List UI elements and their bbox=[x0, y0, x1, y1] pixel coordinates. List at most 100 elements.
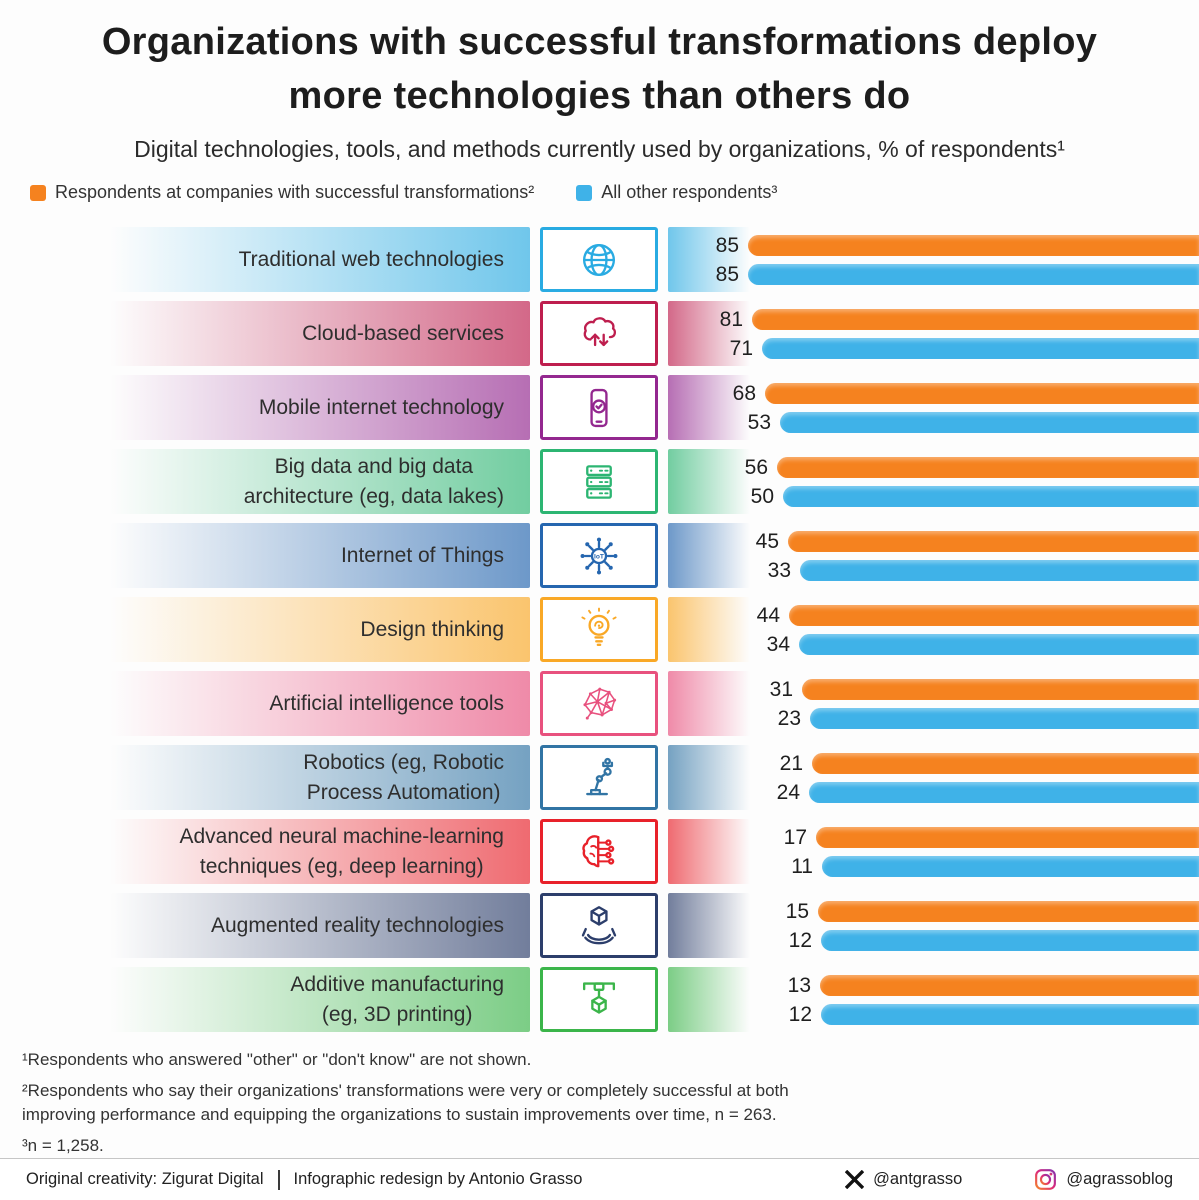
value-successful: 45 bbox=[755, 529, 779, 553]
bar-others bbox=[748, 263, 1199, 285]
bar-others bbox=[800, 559, 1199, 581]
chart-row: Advanced neural machine-learning techniq… bbox=[0, 819, 1199, 884]
x-logo-icon bbox=[845, 1170, 865, 1189]
globe-icon bbox=[574, 235, 624, 285]
value-successful: 44 bbox=[756, 603, 780, 627]
bar-line-others: 71 bbox=[730, 337, 1199, 359]
value-successful: 81 bbox=[719, 307, 743, 331]
bar-line-successful: 15 bbox=[786, 900, 1199, 922]
row-label-band: Robotics (eg, Robotic Process Automation… bbox=[110, 745, 530, 810]
instagram-account-link[interactable]: @agrassoblog bbox=[1034, 1168, 1173, 1191]
bar-successful bbox=[818, 900, 1199, 922]
chart-row: Additive manufacturing (eg, 3D printing)… bbox=[0, 967, 1199, 1032]
bar-line-successful: 31 bbox=[769, 677, 1199, 701]
row-icon-box bbox=[540, 597, 658, 662]
value-successful: 17 bbox=[783, 825, 807, 849]
bar-line-successful: 85 bbox=[716, 234, 1199, 256]
row-label: Augmented reality technologies bbox=[210, 913, 504, 937]
row-icon-box bbox=[540, 819, 658, 884]
chart-row: Artificial intelligence tools 31 23 bbox=[0, 671, 1199, 736]
footnote-3: ³n = 1,258. bbox=[22, 1136, 104, 1156]
x-account-link[interactable]: @antgrasso bbox=[845, 1170, 962, 1189]
bar-successful bbox=[765, 382, 1199, 404]
value-others: 33 bbox=[767, 558, 791, 582]
row-icon-box bbox=[540, 449, 658, 514]
row-label: Cloud-based services bbox=[302, 321, 504, 345]
page-subtitle: Digital technologies, tools, and methods… bbox=[134, 136, 1065, 162]
row-icon-box: IoT bbox=[540, 523, 658, 588]
value-successful: 31 bbox=[769, 677, 793, 701]
bar-others bbox=[809, 781, 1199, 803]
row-icon-box bbox=[540, 967, 658, 1032]
cloud-sync-icon bbox=[574, 309, 624, 359]
instagram-handle: @agrassoblog bbox=[1066, 1170, 1173, 1188]
iot-network-icon: IoT bbox=[574, 531, 624, 581]
row-label-band: Design thinking bbox=[110, 597, 530, 662]
svg-text:IoT: IoT bbox=[594, 553, 604, 560]
chart-row: Traditional web technologies 85 85 bbox=[0, 227, 1199, 292]
x-handle: @antgrasso bbox=[873, 1170, 963, 1188]
footnote-1: ¹Respondents who answered "other" or "do… bbox=[22, 1050, 532, 1069]
chart-row: Cloud-based services 81 71 bbox=[0, 301, 1199, 366]
row-label: Artificial intelligence tools bbox=[269, 691, 504, 715]
footer-divider bbox=[277, 1169, 280, 1190]
social-links: @antgrasso @agrassoblog bbox=[845, 1168, 1173, 1191]
footnotes: ¹Respondents who answered "other" or "do… bbox=[22, 1048, 1159, 1166]
row-color-fade bbox=[668, 227, 750, 292]
ar-cube-icon bbox=[574, 901, 624, 951]
legend-label-others: All other respondents³ bbox=[601, 182, 778, 202]
credit-original: Original creativity: Zigurat Digital bbox=[26, 1170, 264, 1188]
chart-row: Mobile internet technology 68 53 bbox=[0, 375, 1199, 440]
row-label-band: Internet of Things bbox=[110, 523, 530, 588]
row-label: Advanced neural machine-learning techniq… bbox=[179, 824, 504, 878]
row-label-band: Cloud-based services bbox=[110, 301, 530, 366]
printer-3d-icon bbox=[574, 975, 624, 1025]
row-label-band: Augmented reality technologies bbox=[110, 893, 530, 958]
bar-successful bbox=[752, 308, 1199, 330]
row-label-band: Artificial intelligence tools bbox=[110, 671, 530, 736]
row-label: Mobile internet technology bbox=[258, 395, 504, 419]
value-others: 23 bbox=[777, 706, 801, 730]
row-color-fade bbox=[668, 523, 750, 588]
idea-bulb-icon bbox=[574, 605, 624, 655]
bar-line-others: 33 bbox=[767, 558, 1199, 582]
row-bars: 21 24 bbox=[777, 752, 1199, 803]
value-successful: 68 bbox=[732, 381, 756, 405]
legend-swatch-successful bbox=[30, 184, 46, 201]
row-color-fade bbox=[668, 671, 750, 736]
value-others: 53 bbox=[747, 410, 771, 434]
row-label: Design thinking bbox=[360, 617, 504, 641]
row-color-fade bbox=[668, 819, 750, 884]
bar-successful bbox=[816, 826, 1199, 848]
bar-successful bbox=[802, 678, 1199, 700]
row-bars: 85 85 bbox=[716, 234, 1199, 285]
bar-line-successful: 68 bbox=[732, 381, 1199, 405]
row-bars: 45 33 bbox=[755, 529, 1199, 582]
bar-line-successful: 81 bbox=[719, 307, 1199, 331]
neural-brain-icon bbox=[574, 827, 624, 877]
bar-line-successful: 56 bbox=[745, 456, 1199, 478]
row-color-fade bbox=[668, 597, 750, 662]
row-label: Robotics (eg, Robotic Process Automation… bbox=[303, 750, 504, 804]
page-title: Organizations with successful transforma… bbox=[101, 21, 1098, 117]
server-stack-icon bbox=[574, 457, 624, 507]
row-icon-box bbox=[540, 301, 658, 366]
robot-arm-icon bbox=[574, 753, 624, 803]
bar-line-others: 12 bbox=[789, 929, 1199, 951]
row-bars: 44 34 bbox=[756, 603, 1199, 655]
bar-line-successful: 17 bbox=[783, 825, 1199, 849]
row-label-band: Additive manufacturing (eg, 3D printing) bbox=[110, 967, 530, 1032]
row-color-fade bbox=[668, 375, 750, 440]
bar-line-others: 11 bbox=[791, 855, 1199, 877]
bar-others bbox=[783, 485, 1199, 507]
value-others: 12 bbox=[788, 1002, 812, 1026]
bar-line-successful: 21 bbox=[780, 752, 1199, 774]
mobile-check-icon bbox=[574, 383, 624, 433]
row-color-fade bbox=[668, 449, 750, 514]
row-color-fade bbox=[668, 301, 750, 366]
bar-line-others: 34 bbox=[767, 633, 1199, 655]
row-bars: 31 23 bbox=[769, 677, 1199, 730]
bar-line-others: 12 bbox=[788, 1002, 1199, 1026]
footnote-2: ²Respondents who say their organizations… bbox=[22, 1081, 789, 1125]
row-label-band: Traditional web technologies bbox=[110, 227, 530, 292]
